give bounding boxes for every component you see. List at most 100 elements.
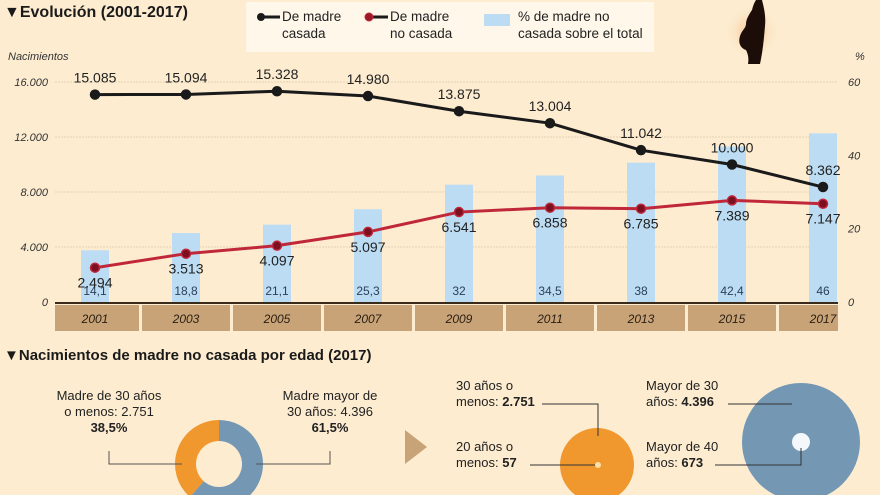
bubble-label-30-or-less: 30 años o menos: 2.751 <box>456 378 535 410</box>
pct-bar <box>627 162 655 302</box>
pct-bar-label: 18,8 <box>174 284 198 298</box>
legend-unmarried-swatch <box>364 12 388 22</box>
donut-hole <box>196 441 242 487</box>
unmarried-point <box>89 262 101 273</box>
donut-label-left-line1: Madre de 30 años <box>56 388 162 403</box>
right-tick-label: 60 <box>848 77 861 89</box>
pct-bar <box>81 250 109 302</box>
married-point <box>180 89 192 100</box>
pct-bar-label: 34,5 <box>538 284 562 298</box>
year-label: 2005 <box>263 312 291 326</box>
bubble-30-or-less <box>560 428 634 495</box>
bubble-label-over30-line1: Mayor de 30 <box>646 378 719 393</box>
section-title-age-text: Nacimientos de madre no casada por edad … <box>18 347 372 364</box>
donut-label-right-line1: Madre mayor de <box>282 388 378 403</box>
pct-bar <box>809 133 837 302</box>
year-band <box>779 305 838 331</box>
bubble-label-20-line1: 20 años o <box>456 439 514 454</box>
pct-bar-label: 14,1 <box>83 284 107 298</box>
legend-pct: % de madre no casada sobre el total <box>518 8 643 42</box>
pct-bar-label: 32 <box>452 284 466 298</box>
married-value-label: 14.980 <box>347 71 390 87</box>
chart-title: ▼Evolución (2001-2017) <box>4 4 188 22</box>
right-tick-label: 0 <box>848 297 855 309</box>
married-point <box>89 89 101 100</box>
pct-bar-label: 42,4 <box>720 284 744 298</box>
year-band <box>597 305 685 331</box>
unmarried-value-label: 6.785 <box>623 216 658 232</box>
bubble-label-20-or-less: 20 años o menos: 57 <box>456 439 517 471</box>
donut-chart <box>174 420 263 495</box>
left-tick-label: 8.000 <box>20 187 48 199</box>
year-label: 2013 <box>627 312 655 326</box>
right-tick-label: 20 <box>847 224 861 236</box>
unmarried-value-label: 7.147 <box>805 211 840 227</box>
chart-title-text: Evolución (2001-2017) <box>19 4 188 21</box>
year-band <box>415 305 503 331</box>
donut-right-leader <box>256 451 331 465</box>
married-point <box>726 159 738 170</box>
left-tick-label: 12.000 <box>14 132 49 144</box>
bubble-over40-leader <box>715 448 802 466</box>
unmarried-point <box>362 226 374 238</box>
bubble-label-over30-prefix: años: <box>646 394 682 409</box>
donut-label-left-line2: o menos: 2.751 <box>64 404 154 419</box>
year-label: 2003 <box>172 312 200 326</box>
pct-bar-label: 21,1 <box>265 284 289 298</box>
legend-unmarried-line1: De madre <box>390 9 450 24</box>
unmarried-point <box>271 240 283 251</box>
triangle-marker-icon: ▼ <box>4 347 19 364</box>
donut-label-right-pct: 61,5% <box>311 420 349 435</box>
legend-pct-line2: casada sobre el total <box>518 26 643 41</box>
bubble-label-30-prefix: menos: <box>456 394 503 409</box>
pct-bar-label: 38 <box>634 284 648 298</box>
married-point <box>635 144 647 156</box>
donut-label-left-pct: 38,5% <box>90 420 128 435</box>
unmarried-value-label: 7.389 <box>714 207 749 223</box>
year-label: 2015 <box>718 312 746 326</box>
married-point <box>817 181 829 193</box>
bubble-label-over-30: Mayor de 30 años: 4.396 <box>646 378 718 410</box>
right-tick-label: 40 <box>848 150 861 162</box>
legend-married: De madre casada <box>282 8 341 42</box>
unmarried-value-label: 6.858 <box>532 215 567 231</box>
donut-label-right-line2: 30 años: 4.396 <box>286 404 374 419</box>
bubble-label-20-prefix: menos: <box>456 455 503 470</box>
unmarried-point <box>817 198 829 209</box>
married-value-label: 8.362 <box>805 162 840 178</box>
right-arrow-icon <box>405 430 427 464</box>
year-band <box>688 305 776 331</box>
year-label: 2007 <box>354 312 383 326</box>
pregnant-woman-icon <box>724 0 780 64</box>
unmarried-value-label: 5.097 <box>350 239 385 255</box>
bubble-30-leader <box>542 403 599 436</box>
left-tick-label: 4.000 <box>20 242 48 254</box>
triangle-marker-icon: ▼ <box>4 4 20 21</box>
legend-pct-swatch <box>484 14 510 26</box>
unmarried-point <box>635 203 647 214</box>
pct-bar <box>172 233 200 302</box>
unmarried-value-label: 4.097 <box>259 253 294 269</box>
left-tick-label: 0 <box>42 297 49 309</box>
legend-unmarried: De madre no casada <box>390 8 452 42</box>
pct-bar-label: 25,3 <box>356 284 380 298</box>
year-band <box>142 305 230 331</box>
pct-bar <box>536 175 564 302</box>
unmarried-point <box>726 195 738 206</box>
right-axis-title: % <box>855 51 865 63</box>
year-label: 2001 <box>81 312 109 326</box>
legend: De madre casada De madre no casada % de … <box>246 2 654 52</box>
married-value-label: 15.085 <box>74 70 117 86</box>
pct-bar <box>354 209 382 302</box>
donut-label-right: Madre mayor de 30 años: 4.396 61,5% <box>270 388 390 436</box>
bubble-label-20-value: 57 <box>502 455 517 470</box>
year-band <box>233 305 321 331</box>
legend-unmarried-line2: no casada <box>390 26 453 41</box>
bubble-label-30-value: 2.751 <box>502 394 535 409</box>
evolution-chart: Nacimientos % 0 4.000 8.000 12.000 16.000 0 20… <box>8 51 865 331</box>
year-label: 2011 <box>536 312 563 326</box>
bubble-over-40 <box>792 433 810 451</box>
bubble-label-over40-prefix: años: <box>646 455 682 470</box>
legend-pct-line1: % de madre no <box>518 9 610 24</box>
bubble-label-over30-value: 4.396 <box>681 394 714 409</box>
